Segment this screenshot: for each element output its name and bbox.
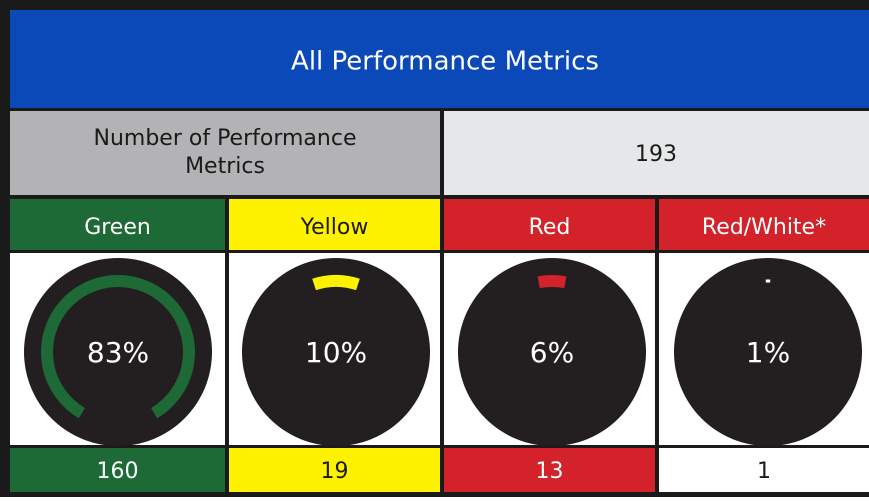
status-name: Green (84, 215, 151, 240)
status-count: 19 (321, 459, 349, 484)
gauge-percent: 83% (87, 336, 149, 369)
status-count: 13 (536, 459, 564, 484)
status-count: 1 (757, 459, 771, 484)
status-count: 160 (97, 459, 139, 484)
gauge-percent: 6% (530, 336, 574, 369)
gauge-percent: 1% (746, 336, 790, 369)
status-name: Yellow (300, 215, 369, 240)
summary-label-cell (10, 111, 440, 195)
status-name: Red/White* (702, 215, 826, 240)
status-name: Red (529, 215, 571, 240)
gauge-arc (539, 281, 566, 282)
summary-value: 193 (635, 142, 677, 167)
title: All Performance Metrics (291, 47, 599, 77)
gauge-arc (314, 281, 358, 284)
gauge-percent: 10% (305, 336, 367, 369)
